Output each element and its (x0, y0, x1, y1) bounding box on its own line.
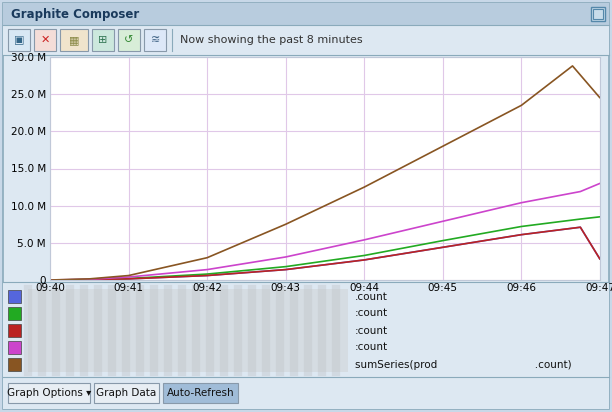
Bar (163, 383, 238, 403)
Text: ≋: ≋ (151, 35, 160, 45)
Bar (8, 324, 21, 337)
Bar (144, 29, 166, 51)
Bar (8, 290, 21, 303)
Bar (593, 9, 603, 19)
Bar (8, 29, 30, 51)
Bar (3, 25, 609, 55)
Bar (3, 282, 609, 377)
Text: sumSeries(prod                              .count): sumSeries(prod .count) (355, 360, 572, 370)
Bar (3, 377, 609, 409)
Bar (8, 383, 90, 403)
Text: :count: :count (355, 309, 388, 318)
Text: :count: :count (355, 325, 388, 335)
Bar (8, 341, 21, 354)
Bar (591, 7, 605, 21)
Text: ↺: ↺ (124, 35, 133, 45)
Text: .count: .count (355, 292, 388, 302)
Text: ▣: ▣ (13, 35, 24, 45)
Text: Auto-Refresh: Auto-Refresh (166, 388, 234, 398)
Text: ⊞: ⊞ (99, 35, 108, 45)
Text: Graph Options ▾: Graph Options ▾ (7, 388, 91, 398)
Bar (28, 289, 348, 372)
Text: ▦: ▦ (69, 35, 79, 45)
Bar (8, 358, 21, 371)
Bar (60, 29, 88, 51)
Text: ✕: ✕ (40, 35, 50, 45)
Bar (92, 29, 114, 51)
Bar (94, 383, 159, 403)
Bar (8, 307, 21, 320)
Bar (34, 29, 56, 51)
Text: :count: :count (355, 342, 388, 353)
Text: Graph Data: Graph Data (96, 388, 157, 398)
Text: Graphite Composer: Graphite Composer (11, 7, 140, 21)
Text: Now showing the past 8 minutes: Now showing the past 8 minutes (180, 35, 363, 45)
Bar (3, 3, 609, 25)
Bar (118, 29, 140, 51)
